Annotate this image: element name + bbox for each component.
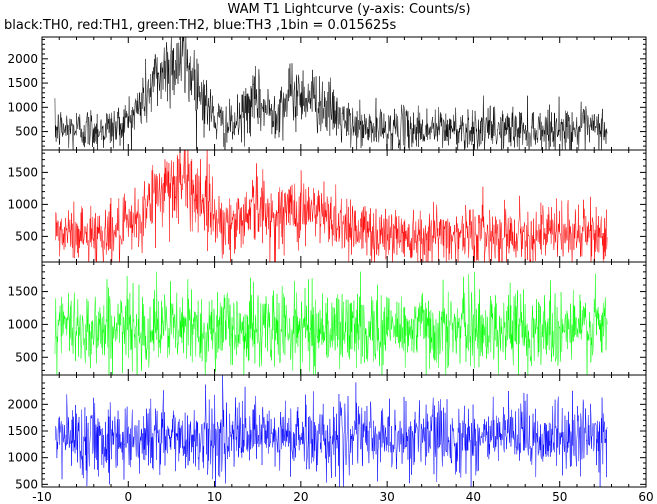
chart-title: WAM T1 Lightcurve (y-axis: Counts/s) — [227, 2, 470, 17]
y-tick-label: 2000 — [7, 397, 38, 411]
y-tick-label: 1000 — [7, 451, 38, 465]
panels: 5001000150020005001000150050010001500500… — [7, 36, 647, 491]
y-tick-label: 2000 — [7, 52, 38, 66]
y-tick-label: 500 — [15, 125, 38, 139]
panel-th3: 500 1000 1500 2000 — [7, 374, 647, 491]
panel-th1: 500 1000 1500 — [7, 149, 647, 263]
y-tick-label: 500 — [15, 350, 38, 364]
y-tick-label: 1000 — [7, 100, 38, 114]
x-tick-label: 0 — [124, 490, 132, 504]
panel-th2: 500 1000 1500 — [7, 261, 647, 376]
x-axis: -10 0 10 20 30 40 50 60 — [32, 490, 653, 504]
x-tick-label: 30 — [380, 490, 395, 504]
y-tick-label: 1000 — [7, 197, 38, 211]
x-tick-label: 20 — [293, 490, 308, 504]
x-tick-label: 40 — [466, 490, 481, 504]
x-tick-label: 10 — [207, 490, 222, 504]
x-tick-label: 60 — [638, 490, 653, 504]
series-line-th0 — [54, 37, 608, 150]
x-tick-label: 50 — [552, 490, 567, 504]
series-line-th3 — [54, 375, 608, 487]
y-tick-label: 1500 — [7, 165, 38, 179]
y-tick-label: 500 — [15, 229, 38, 243]
series-line-th1 — [54, 150, 608, 262]
chart-subtitle: black:TH0, red:TH1, green:TH2, blue:TH3 … — [4, 18, 397, 33]
y-tick-label: 1500 — [7, 424, 38, 438]
series-line-th2 — [54, 271, 608, 375]
y-tick-label: 1500 — [7, 76, 38, 90]
panel-frame — [41, 149, 647, 263]
panel-th0: 500 1000 1500 2000 — [7, 36, 647, 151]
y-tick-label: 1000 — [7, 317, 38, 331]
y-tick-label: 500 — [15, 477, 38, 491]
y-tick-label: 1500 — [7, 285, 38, 299]
x-tick-label: -10 — [32, 490, 52, 504]
